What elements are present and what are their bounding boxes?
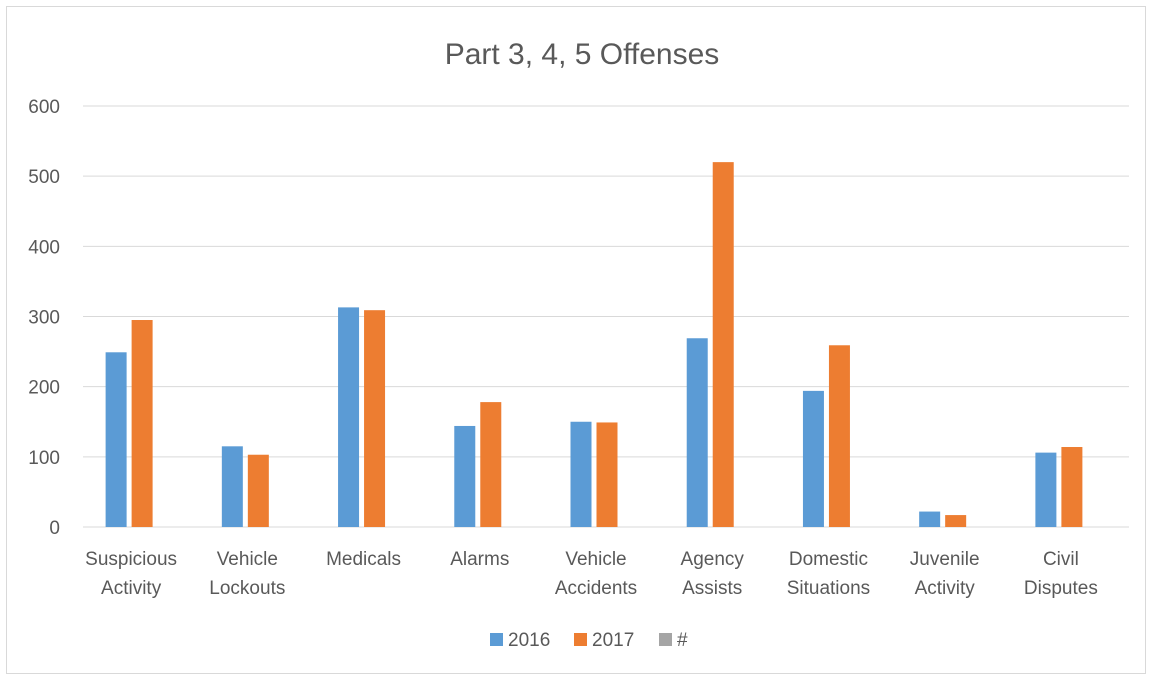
bar-2017-4 (596, 422, 618, 527)
x-category-label: Domestic (789, 549, 868, 570)
bar-2017-0 (131, 320, 153, 527)
x-category-label: Lockouts (209, 578, 285, 599)
legend-label-1: 2017 (592, 630, 634, 651)
y-tick-label: 300 (28, 308, 60, 329)
x-category-label: Suspicious (85, 549, 177, 570)
y-tick-label: 0 (49, 518, 60, 539)
bar-2016-2 (338, 307, 360, 527)
x-category-label: Situations (787, 578, 870, 599)
legend-swatch-0 (490, 633, 503, 646)
x-axis: Suspicious Activity Vehicle Lockouts Medical… (85, 549, 1098, 599)
bar-2017-7 (945, 515, 967, 527)
x-category-label: Activity (101, 578, 162, 599)
chart-frame (6, 6, 1146, 674)
y-axis: 0 100 200 300 400 500 600 (28, 97, 60, 539)
legend-label-2: # (677, 630, 688, 651)
bar-2017-1 (247, 454, 269, 527)
x-category-label: Accidents (555, 578, 637, 599)
y-tick-label: 400 (28, 237, 60, 258)
y-tick-label: 200 (28, 378, 60, 399)
x-category-label: Disputes (1024, 578, 1098, 599)
bar-2016-8 (1035, 452, 1057, 527)
bars (105, 162, 1083, 527)
legend-swatch-2 (659, 633, 672, 646)
bar-2017-3 (480, 402, 502, 527)
x-category-label: Juvenile (910, 549, 980, 570)
bar-2016-7 (919, 511, 941, 527)
y-tick-label: 600 (28, 97, 60, 118)
y-tick-label: 100 (28, 448, 60, 469)
legend-swatch-1 (574, 633, 587, 646)
bar-2016-4 (570, 421, 592, 527)
x-category-label: Activity (915, 578, 976, 599)
bar-2016-5 (686, 338, 708, 527)
y-tick-label: 500 (28, 167, 60, 188)
x-category-label: Medicals (326, 549, 401, 570)
legend: 2016 2017 # (490, 630, 688, 651)
bar-2016-0 (105, 352, 127, 527)
bar-2017-5 (712, 162, 734, 527)
x-category-label: Assists (682, 578, 742, 599)
bar-2017-8 (1061, 447, 1083, 527)
x-category-label: Alarms (450, 549, 509, 570)
bar-2016-1 (221, 446, 243, 527)
x-category-label: Civil (1043, 549, 1079, 570)
bar-2017-2 (364, 310, 386, 527)
chart-title: Part 3, 4, 5 Offenses (445, 38, 720, 71)
legend-label-0: 2016 (508, 630, 550, 651)
bar-2016-6 (802, 390, 824, 527)
bar-2017-6 (828, 345, 850, 527)
x-category-label: Vehicle (565, 549, 626, 570)
x-category-label: Agency (681, 549, 745, 570)
bar-2016-3 (454, 425, 476, 527)
x-category-label: Vehicle (217, 549, 278, 570)
